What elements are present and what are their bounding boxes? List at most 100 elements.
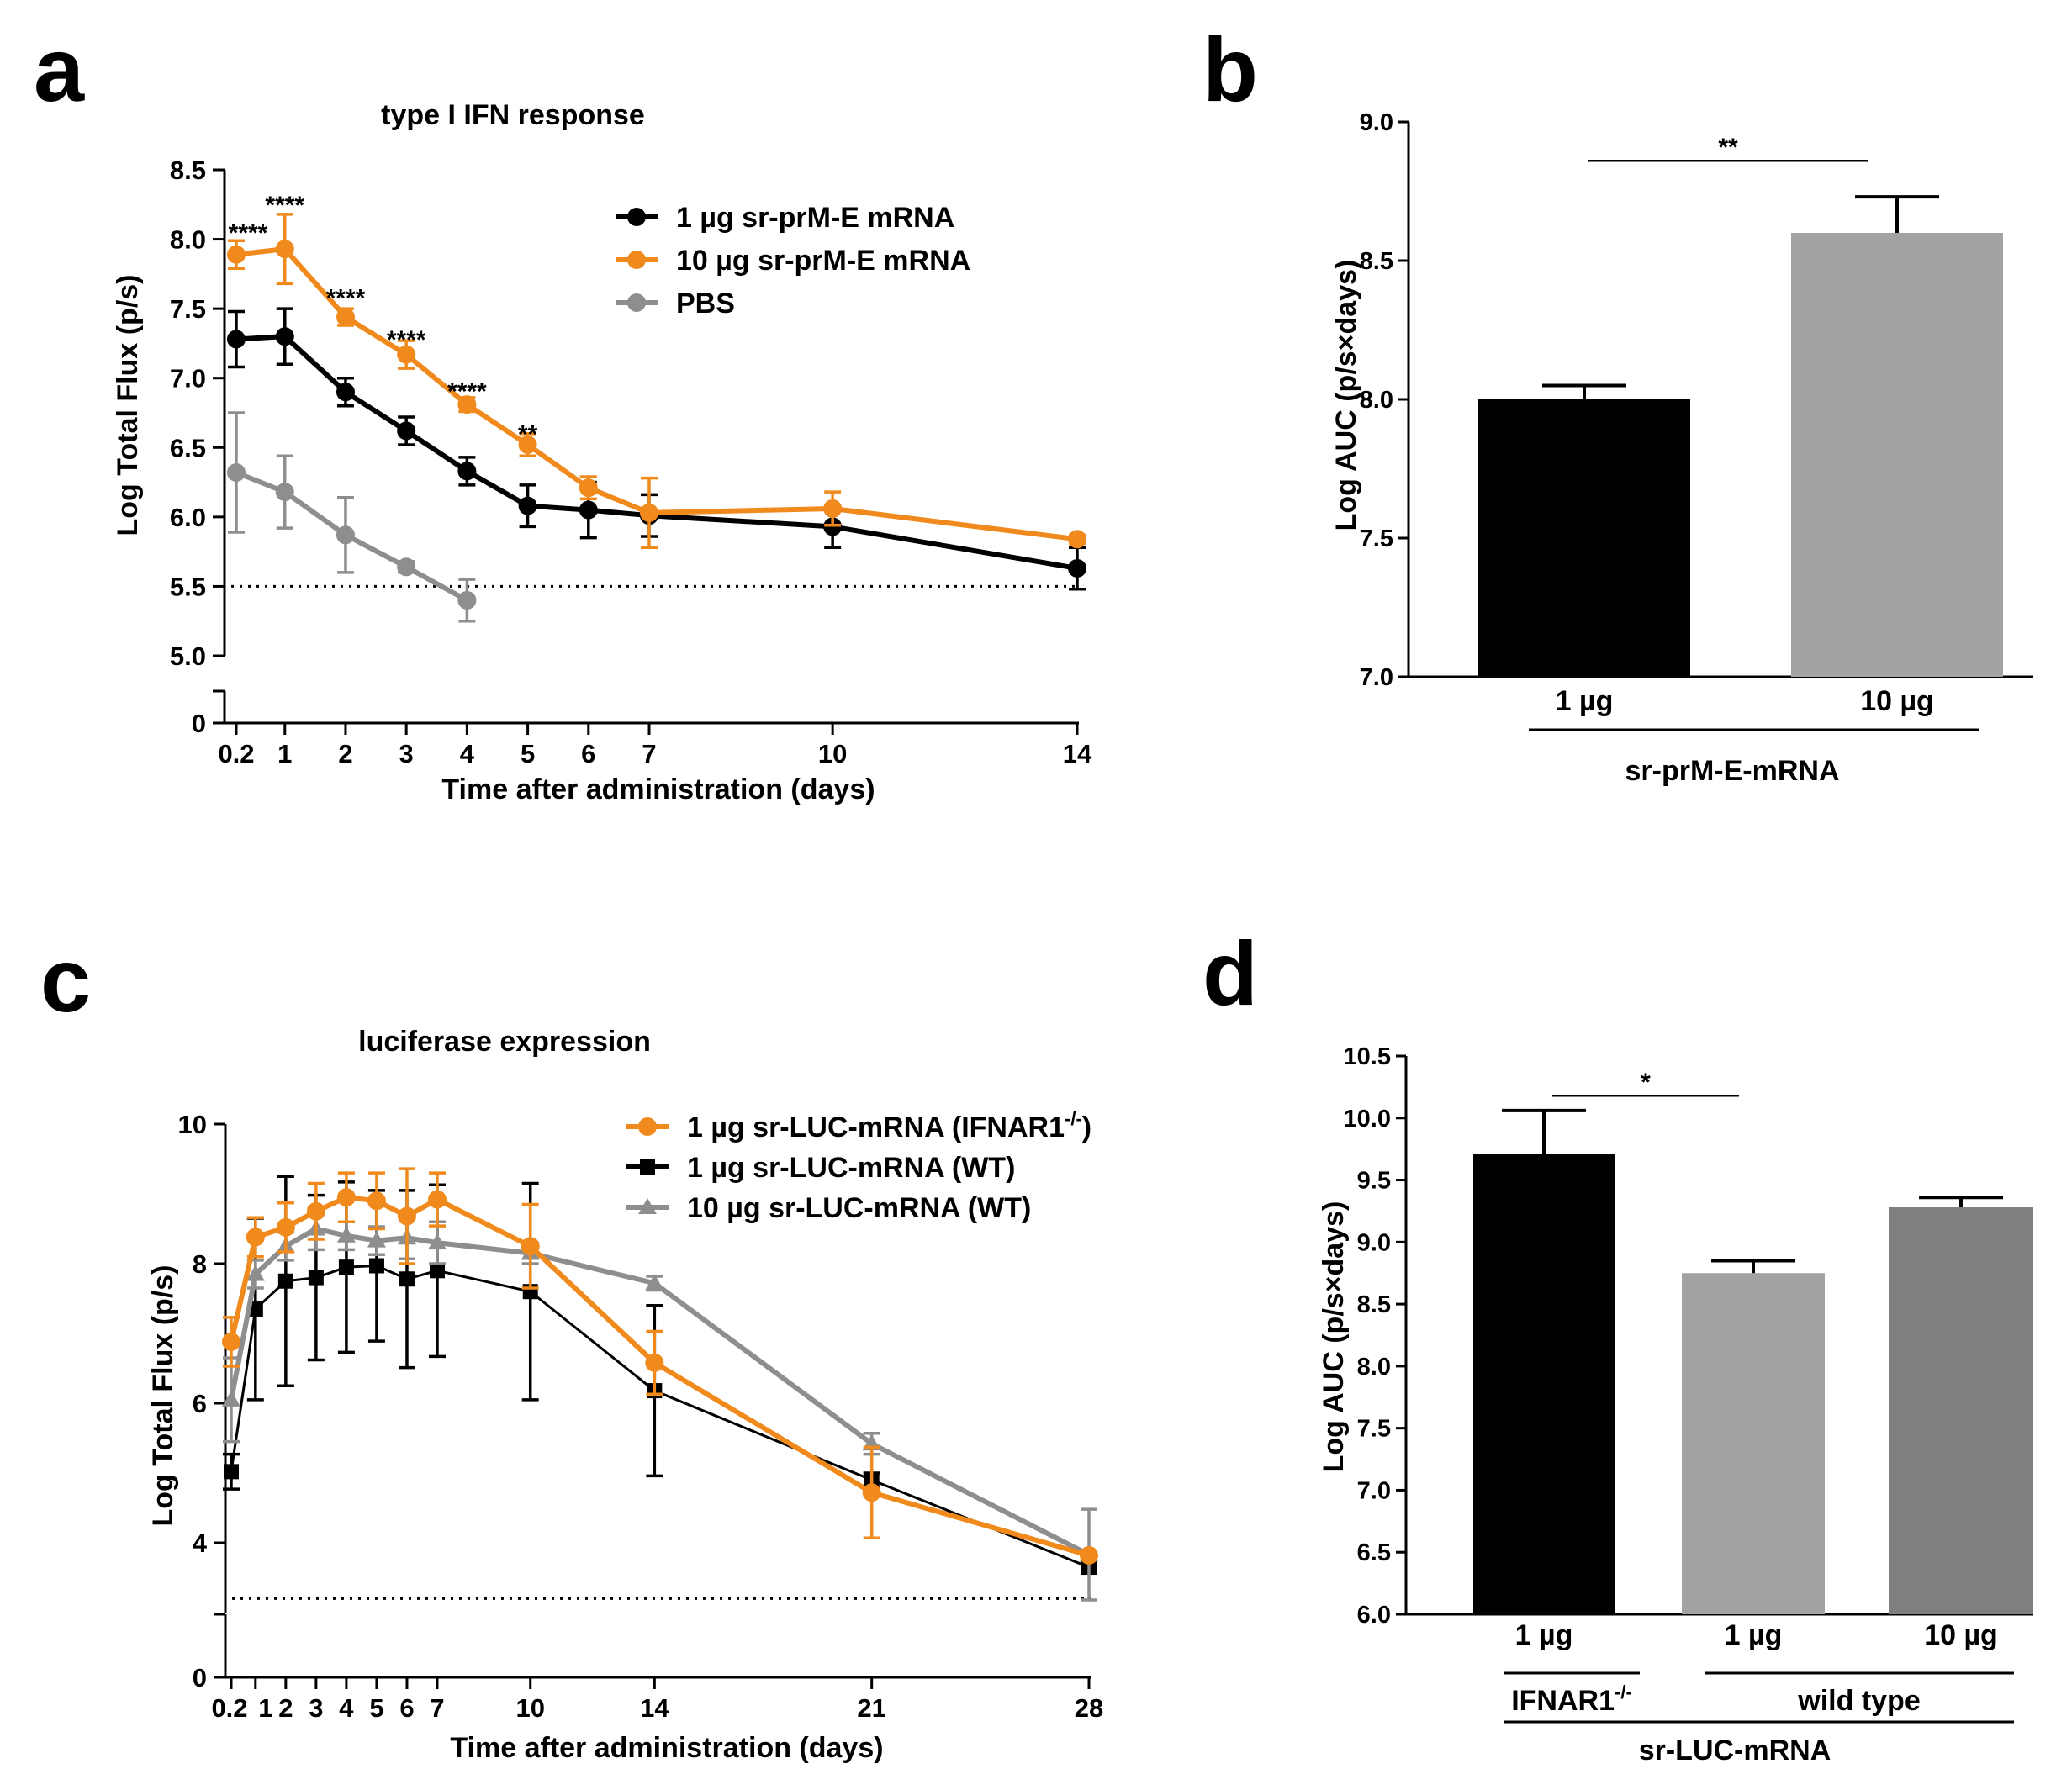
chart-a-significance: **** — [265, 192, 304, 219]
panel-a-chart: type I IFN response Time after administr… — [112, 99, 1092, 805]
chart-a-xlabel: Time after administration (days) — [441, 773, 875, 805]
chart-a-data-point — [579, 478, 598, 498]
chart-a-ytick-label: 7.0 — [170, 364, 206, 393]
chart-d-bar — [1889, 1207, 2033, 1614]
chart-c-xlabel: Time after administration (days) — [450, 1732, 883, 1764]
chart-d-category-label: 10 µg — [1924, 1619, 1998, 1651]
chart-a-data-point — [518, 435, 537, 454]
chart-c-data-point — [246, 1265, 265, 1281]
chart-c-data-point — [278, 1273, 293, 1289]
chart-a-xtick-label: 7 — [642, 739, 656, 768]
chart-b-ytick-label: 9.0 — [1360, 109, 1393, 136]
chart-a-data-point — [336, 308, 355, 327]
chart-c-data-point — [338, 1259, 354, 1275]
chart-b-ytick-label: 8.0 — [1360, 387, 1393, 414]
panel-label-a: a — [34, 18, 85, 120]
panel-label-c: c — [40, 929, 91, 1031]
chart-d-ytick-label: 9.5 — [1357, 1168, 1391, 1195]
chart-c-series-line — [230, 1264, 1090, 1569]
chart-a-xtick-label: 2 — [338, 739, 352, 768]
chart-a-ytick-label: 6.0 — [170, 503, 206, 532]
chart-d-group-label: sr-LUC-mRNA — [1639, 1734, 1832, 1766]
chart-d-subgroup-label-sup: -/- — [1615, 1682, 1632, 1703]
chart-a-ytick-label-zero: 0 — [192, 709, 206, 738]
chart-a-series-line — [235, 334, 1078, 571]
chart-a-data-point — [457, 590, 477, 610]
chart-b-bar — [1478, 399, 1690, 677]
chart-c-data-point — [645, 1353, 664, 1372]
chart-a-data-point — [397, 421, 416, 441]
chart-d-ytick-label: 9.0 — [1357, 1229, 1391, 1256]
chart-d-category-label: 1 µg — [1515, 1619, 1573, 1651]
chart-c-data-point — [306, 1201, 325, 1221]
chart-a-ytick-label: 8.5 — [170, 156, 206, 185]
chart-c-legend-marker — [640, 1159, 655, 1175]
chart-c-xtick-label: 7 — [430, 1693, 444, 1723]
chart-d-ylabel: Log AUC (p/s×days) — [1318, 1201, 1350, 1473]
chart-d-significance-label: * — [1641, 1069, 1651, 1096]
chart-b-group-label: sr-prM-E-mRNA — [1625, 755, 1840, 787]
chart-d-ytick-label: 10.0 — [1344, 1106, 1391, 1133]
chart-c-data-point — [336, 1226, 356, 1243]
chart-c-ytick-label: 10 — [178, 1110, 207, 1139]
chart-c-data-point — [336, 1188, 356, 1207]
chart-b-ytick-label: 7.5 — [1360, 525, 1393, 552]
chart-a-legend-label-text: 10 µg sr-prM-E mRNA — [676, 245, 970, 277]
chart-d-ytick-label: 8.0 — [1357, 1354, 1391, 1381]
chart-a-ytick-label: 6.5 — [170, 433, 206, 462]
chart-a-significance: **** — [229, 219, 268, 247]
chart-d-bar — [1473, 1154, 1615, 1614]
chart-c-xtick-label: 1 — [258, 1693, 272, 1723]
chart-a-significance: **** — [326, 285, 366, 313]
chart-d-ytick-label: 7.0 — [1357, 1477, 1391, 1504]
chart-a-data-point — [336, 525, 355, 545]
chart-b-category-label: 10 µg — [1860, 685, 1934, 717]
chart-d-bar — [1682, 1273, 1825, 1614]
chart-a-xtick-label: 5 — [521, 739, 535, 768]
chart-a-data-point — [227, 330, 246, 349]
chart-a-xtick-label: 4 — [460, 739, 475, 768]
chart-c-data-point — [521, 1237, 540, 1256]
chart-c-data-point — [399, 1271, 415, 1287]
chart-c-data-point — [428, 1233, 447, 1250]
chart-a-data-point — [1068, 558, 1086, 578]
chart-a-series-line — [235, 246, 1078, 542]
chart-c-ytick-label: 8 — [193, 1249, 207, 1279]
chart-a-significance: ** — [518, 420, 538, 448]
chart-d-subgroup-label: wild type — [1797, 1685, 1920, 1717]
chart-a-legend-label: PBS — [676, 288, 735, 319]
chart-c-data-point — [367, 1191, 386, 1211]
chart-c-ytick-label-zero: 0 — [193, 1663, 207, 1692]
panel-d-chart: Log AUC (p/s×days) sr-LUC-mRNA 6.0 6.5 7.0… — [1318, 1043, 2033, 1766]
panel-label-b: b — [1202, 18, 1258, 120]
chart-c-legend-label: 10 µg sr-LUC-mRNA (WT) — [687, 1192, 1031, 1224]
chart-c-data-point — [645, 1274, 664, 1291]
chart-c-legend-label-text: 1 µg sr-LUC-mRNA (IFNAR1 — [687, 1111, 1065, 1143]
chart-a-ytick-label: 5.5 — [170, 572, 206, 601]
chart-a-significance: **** — [447, 378, 487, 405]
chart-c-legend-label-sup: -/- — [1065, 1108, 1082, 1129]
chart-a-title: type I IFN response — [381, 99, 645, 131]
chart-a-ytick-label: 7.5 — [170, 294, 206, 324]
chart-c-legend-label: 1 µg sr-LUC-mRNA (IFNAR1-/-) — [687, 1108, 1092, 1143]
chart-c-data-point — [430, 1263, 445, 1279]
chart-c-ytick-label: 4 — [193, 1528, 208, 1558]
chart-d-ytick-label: 10.5 — [1344, 1043, 1391, 1070]
chart-a-data-point — [1068, 530, 1086, 549]
chart-a-data-point — [518, 496, 537, 515]
panel-label-d: d — [1202, 922, 1258, 1024]
chart-a-xtick-label: 14 — [1063, 739, 1092, 768]
chart-c-data-point — [397, 1206, 416, 1226]
chart-c-ytick-label: 6 — [193, 1389, 207, 1418]
chart-d-ytick-label: 6.0 — [1357, 1602, 1391, 1629]
chart-c-legend-label-text: 10 µg sr-LUC-mRNA (WT) — [687, 1192, 1031, 1224]
chart-b-ylabel: Log AUC (p/s×days) — [1330, 260, 1362, 531]
chart-a-ytick-label: 5.0 — [170, 641, 206, 671]
panel-b-chart: Log AUC (p/s×days) sr-prM-E-mRNA 7.0 7.5 8… — [1330, 109, 2033, 787]
chart-a-data-point — [227, 463, 246, 483]
chart-a-xtick-label: 6 — [581, 739, 595, 768]
chart-b-bar — [1791, 233, 2003, 677]
chart-c-data-point — [1080, 1545, 1098, 1565]
chart-a-legend-marker — [627, 293, 646, 312]
